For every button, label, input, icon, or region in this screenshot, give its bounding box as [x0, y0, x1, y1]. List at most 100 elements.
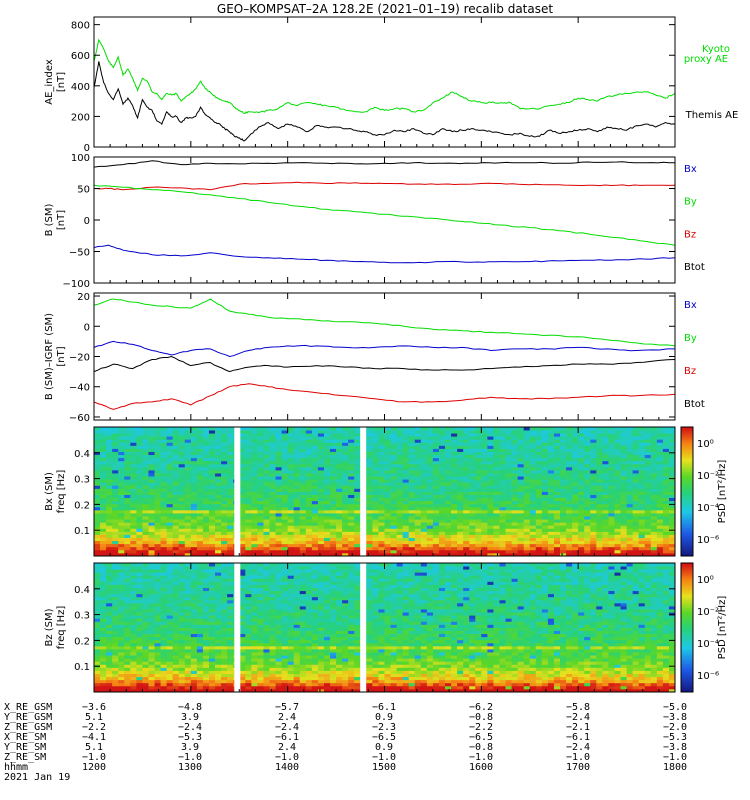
y-axis-label: Bz (SM): [44, 608, 55, 646]
legend-entry: By: [684, 333, 697, 344]
colorbar-tick-label: 10⁻⁶: [697, 535, 719, 546]
ephemeris-value: 1400: [275, 762, 299, 773]
legend: Bx By Bz Btot: [684, 164, 705, 273]
colorbar-frame: [680, 562, 694, 693]
ephemeris-value: 3.9: [181, 712, 199, 723]
ephemeris-value: −2.1: [566, 722, 590, 733]
ephemeris-value: −1.0: [82, 752, 106, 763]
ephemeris-value: 3.9: [181, 742, 199, 753]
legend-entry: Kyoto: [702, 44, 730, 55]
ephemeris-value: −5.3: [178, 732, 202, 743]
y-tick-label: 0: [84, 143, 90, 154]
y-tick-label: 20: [77, 292, 90, 303]
ephemeris-row-label: hhmm: [4, 762, 28, 773]
ephemeris-row-label: X_RE_SM: [4, 732, 46, 743]
plot-frame: [93, 156, 676, 284]
y-tick-label: 0: [84, 322, 90, 333]
ephemeris-value: −1.0: [178, 752, 202, 763]
colorbar-label: PSD [nT²/Hz]: [717, 596, 728, 660]
series-bx: [93, 244, 676, 264]
ephemeris-value: −1.0: [372, 752, 396, 763]
y-axis-label: [nT]: [56, 346, 67, 366]
panel-2: Bx By Bz Btot −100 −50 0 50 100 B (SM) [nT]: [44, 153, 705, 290]
colorbar-tick-label: 10⁻⁴: [697, 503, 719, 514]
colorbar-frame: [680, 426, 694, 557]
ephemeris-value: −2.2: [469, 722, 493, 733]
spectrogram-cells: [94, 563, 676, 693]
series-btot: [93, 355, 676, 373]
ephemeris-value: −2.2: [82, 722, 106, 733]
y-tick-label: 800: [71, 21, 90, 32]
colorbar-tick-label: 10⁰: [697, 439, 714, 450]
legend-entry: Themis AE: [685, 110, 739, 121]
ephemeris-row-label: Y_RE_GSM: [4, 712, 52, 723]
plot-frame: [93, 292, 676, 421]
legend-entry: Bx: [684, 164, 697, 175]
y-tick-label: −40: [69, 383, 90, 394]
y-tick-label: 0.3: [74, 611, 90, 622]
legend-entry: By: [684, 197, 697, 208]
panel-3: Bx By Bz Btot −60 −40 −20 0 20 B (SM)–IGRF (SM) [n…: [44, 292, 705, 424]
series-bz: [93, 181, 676, 191]
y-tick-label: 0.1: [74, 526, 90, 537]
y-tick-label: −20: [69, 353, 90, 364]
ephemeris-value: −6.1: [275, 732, 299, 743]
ephemeris-value: −6.1: [566, 732, 590, 743]
ephemeris-value: −2.4: [178, 722, 202, 733]
ephemeris-value: −5.8: [566, 702, 590, 713]
colorbar-tick-label: 10⁻²: [697, 607, 719, 618]
ephemeris-value: −3.8: [663, 742, 687, 753]
y-tick-label: 400: [71, 82, 90, 93]
series-themis-ae: [93, 61, 676, 142]
ephemeris-value: −1.0: [663, 752, 687, 763]
y-tick-label: 0.2: [74, 636, 90, 647]
colorbar: 10⁰ 10⁻² 10⁻⁴ 10⁻⁶ PSD [nT²/Hz]: [680, 426, 728, 557]
ephemeris-value: −4.1: [82, 732, 106, 743]
ephemeris-value: 2.4: [278, 712, 296, 723]
y-tick-label: 0.4: [74, 449, 90, 460]
ephemeris-value: 2.4: [278, 742, 296, 753]
ephemeris-value: 5.1: [85, 712, 103, 723]
ephemeris-value: −6.5: [469, 732, 493, 743]
colorbar: 10⁰ 10⁻² 10⁻⁴ 10⁻⁶ PSD [nT²/Hz]: [680, 562, 728, 693]
ephemeris-value: −5.3: [663, 732, 687, 743]
y-axis-label: Bx (SM): [44, 472, 55, 511]
y-axis-label: [nT]: [56, 72, 67, 92]
chart-title: GEO–KOMPSAT–2A 128.2E (2021–01–19) recal…: [217, 2, 553, 16]
ephemeris-value: 0.9: [375, 742, 393, 753]
ephemeris-value: −2.4: [566, 742, 590, 753]
legend-entry: Bz: [684, 366, 696, 377]
spectrogram-cells: [94, 427, 676, 557]
data-gap-2: [360, 427, 367, 556]
ephemeris-value: −2.4: [566, 712, 590, 723]
colorbar-tick-label: 10⁰: [697, 575, 714, 586]
y-tick-label: 100: [71, 153, 90, 164]
colorbar-label: PSD [nT²/Hz]: [717, 460, 728, 524]
y-axis-label: freq [Hz]: [56, 470, 67, 514]
series-by: [93, 298, 676, 347]
y-tick-label: 0: [84, 216, 90, 227]
ephemeris-value: −1.0: [275, 752, 299, 763]
y-tick-label: 0.4: [74, 585, 90, 596]
ephemeris-value: −6.2: [469, 702, 493, 713]
y-axis-label: [nT]: [56, 210, 67, 230]
colorbar-tick-label: 10⁻⁴: [697, 639, 719, 650]
ephemeris-row-label: Z_RE_GSM: [4, 722, 52, 733]
ephemeris-row-label: Y_RE_SM: [4, 742, 46, 753]
ephemeris-value: 1500: [372, 762, 396, 773]
y-tick-label: 0.3: [74, 475, 90, 486]
y-axis-label: B (SM)–IGRF (SM): [44, 313, 55, 400]
panel-4: 10⁰ 10⁻² 10⁻⁴ 10⁻⁶ PSD [nT²/Hz] 0.1 0.2 0.3 0.4 B…: [44, 426, 728, 557]
ephemeris-value: −6.5: [372, 732, 396, 743]
ephemeris-value: −5.0: [663, 702, 687, 713]
ephemeris-value: 1600: [469, 762, 493, 773]
y-tick-label: −60: [69, 413, 90, 424]
legend-entry: proxy AE: [684, 54, 728, 65]
ephemeris-value: 1800: [663, 762, 687, 773]
series-bz: [93, 383, 676, 410]
legend: Bx By Bz Btot: [684, 300, 705, 410]
y-axis-label: freq [Hz]: [56, 606, 67, 650]
